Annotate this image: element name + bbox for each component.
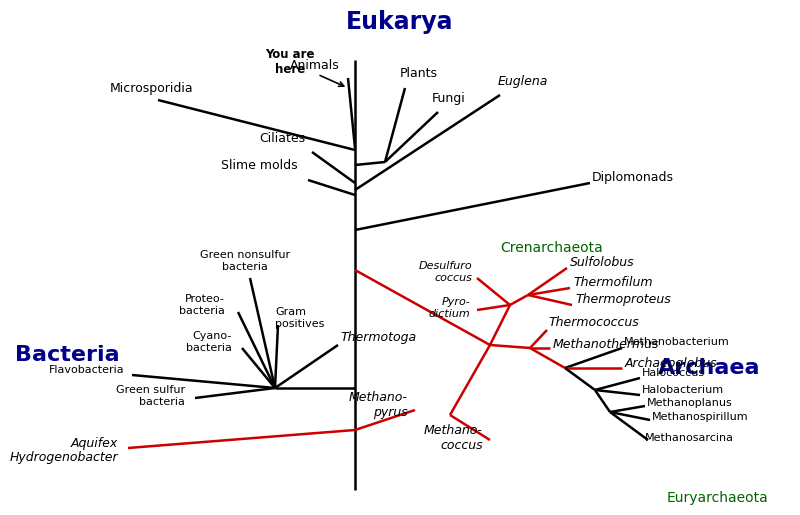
- Text: Thermotoga: Thermotoga: [340, 332, 416, 345]
- Text: Plants: Plants: [400, 67, 438, 80]
- Text: Crenarchaeota: Crenarchaeota: [501, 241, 603, 255]
- Text: Green nonsulfur
bacteria: Green nonsulfur bacteria: [200, 250, 290, 272]
- Text: Halococcus: Halococcus: [642, 368, 705, 378]
- Text: Flavobacteria: Flavobacteria: [50, 365, 125, 375]
- Text: Methanothermus: Methanothermus: [553, 338, 659, 352]
- Text: Hydrogenobacter: Hydrogenobacter: [10, 452, 118, 465]
- Text: Animals: Animals: [290, 59, 340, 72]
- Text: Ciliates: Ciliates: [259, 132, 305, 145]
- Text: Bacteria: Bacteria: [15, 345, 120, 365]
- Text: Gram
positives: Gram positives: [275, 307, 324, 329]
- Text: Eukarya: Eukarya: [346, 10, 454, 34]
- Text: Methano-
coccus: Methano- coccus: [424, 424, 483, 452]
- Text: Methanoplanus: Methanoplanus: [647, 398, 733, 408]
- Text: Fungi: Fungi: [432, 92, 466, 105]
- Text: Proteo-
bacteria: Proteo- bacteria: [179, 294, 225, 316]
- Text: Desulfuro
coccus: Desulfuro coccus: [418, 261, 472, 283]
- Text: Thermoproteus: Thermoproteus: [575, 294, 670, 306]
- Text: Microsporidia: Microsporidia: [110, 82, 194, 95]
- Text: Thermofilum: Thermofilum: [573, 276, 653, 288]
- Text: Diplomonads: Diplomonads: [592, 171, 674, 184]
- Text: Cyano-
bacteria: Cyano- bacteria: [186, 331, 232, 353]
- Text: Methanobacterium: Methanobacterium: [624, 337, 730, 347]
- Text: Pyro-
dictium: Pyro- dictium: [428, 297, 470, 319]
- Text: Green sulfur
bacteria: Green sulfur bacteria: [116, 385, 185, 407]
- Text: Methanosarcina: Methanosarcina: [645, 433, 734, 443]
- Text: Sulfolobus: Sulfolobus: [570, 255, 634, 268]
- Text: Archaeoglobus: Archaeoglobus: [625, 356, 718, 369]
- Text: Archaea: Archaea: [658, 358, 760, 378]
- Text: Thermococcus: Thermococcus: [548, 317, 638, 330]
- Text: Euryarchaeota: Euryarchaeota: [666, 491, 768, 505]
- Text: Euglena: Euglena: [498, 75, 548, 88]
- Text: You are
here: You are here: [266, 48, 344, 87]
- Text: Methano-
pyrus: Methano- pyrus: [349, 391, 408, 419]
- Text: Halobacterium: Halobacterium: [642, 385, 724, 395]
- Text: Aquifex: Aquifex: [70, 437, 118, 450]
- Text: Methanospirillum: Methanospirillum: [652, 412, 749, 422]
- Text: Slime molds: Slime molds: [222, 159, 298, 172]
